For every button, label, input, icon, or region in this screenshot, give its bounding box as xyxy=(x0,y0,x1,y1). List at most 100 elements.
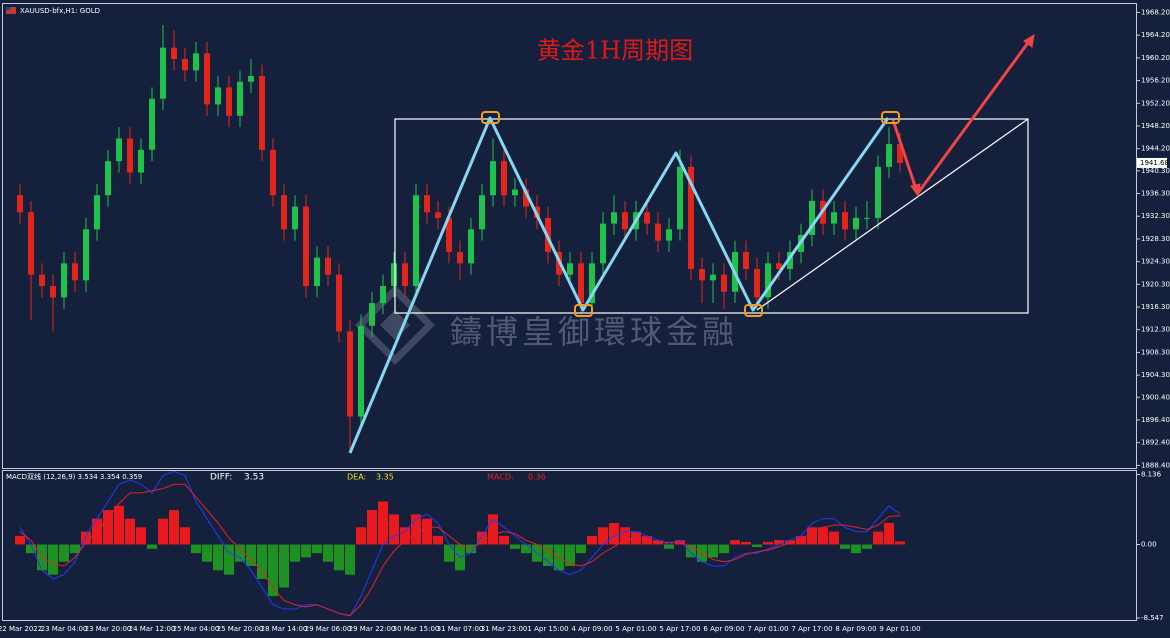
macd-header-value: 0.359 xyxy=(122,473,142,481)
price-tag xyxy=(1137,157,1167,168)
macd-bar xyxy=(741,541,751,545)
candle-body xyxy=(644,212,650,224)
candle-body xyxy=(281,195,287,230)
drawings xyxy=(348,34,1035,454)
dea-line xyxy=(19,483,901,617)
candle-body xyxy=(699,269,705,281)
x-tick-label: 23 Mar 04:00 xyxy=(41,625,88,633)
forecast-down xyxy=(891,119,919,193)
candle-body xyxy=(897,144,903,163)
x-tick-label: 25 Mar 20:00 xyxy=(217,625,264,633)
y-tick-label: 1920.30 xyxy=(1141,280,1170,288)
y-tick-label: 1952.20 xyxy=(1141,99,1170,107)
macd-bar xyxy=(378,501,388,545)
y-tick-label: 0.00 xyxy=(1141,541,1157,549)
macd-bar xyxy=(752,544,762,548)
macd-bar xyxy=(411,514,421,545)
macd-bar xyxy=(26,544,36,554)
macd-bar xyxy=(708,544,718,558)
candle-body xyxy=(171,47,177,60)
candle-body xyxy=(765,263,771,298)
candle-body xyxy=(611,212,617,224)
candle-body xyxy=(204,53,210,105)
macd-bar xyxy=(488,514,498,545)
pivot-marker xyxy=(744,304,763,317)
symbol-label: XAUUSD-bfx,H1: GOLD xyxy=(20,7,100,15)
candle-body xyxy=(138,149,144,173)
macd-bar xyxy=(873,531,883,545)
macd-bar xyxy=(147,544,157,549)
candle-body xyxy=(655,223,661,241)
y-tick-label: 1936.30 xyxy=(1141,190,1170,198)
candle-body xyxy=(61,263,67,298)
macd-bar xyxy=(356,527,366,545)
macd-header-value: 3.354 xyxy=(100,473,121,481)
macd-bar xyxy=(774,540,784,545)
x-tick-label: 29 Mar 22:00 xyxy=(349,625,396,633)
macd-bar xyxy=(191,544,201,554)
macd-bar xyxy=(48,544,58,575)
candle-body xyxy=(347,331,353,417)
x-tick-label: 22 Mar 2022 xyxy=(0,625,42,633)
macd-bar xyxy=(719,544,729,554)
watermark: 鑄博皇御環球金融 xyxy=(450,313,738,351)
x-tick-label: 1 Apr 15:00 xyxy=(527,625,568,633)
macd-bar xyxy=(70,544,80,554)
candle-body xyxy=(457,251,463,264)
dea-label: DEA: xyxy=(347,473,366,482)
forecast-up xyxy=(916,39,1032,194)
macd-bar xyxy=(246,544,256,567)
candle-body xyxy=(523,189,529,207)
y-tick-label: 1968.20 xyxy=(1141,8,1170,16)
macd-bar xyxy=(389,514,399,545)
candle-body xyxy=(622,212,628,230)
main-panel xyxy=(2,3,1137,469)
y-tick-label: 1960.20 xyxy=(1141,54,1170,62)
y-tick-label: 1944.20 xyxy=(1141,145,1170,153)
y-tick-label: 1912.30 xyxy=(1141,326,1170,334)
candle-body xyxy=(743,251,749,270)
candle-body xyxy=(39,274,45,287)
macd-bar xyxy=(840,544,850,549)
candle-body xyxy=(435,212,441,218)
chart-title: 黄金1H周期图 xyxy=(537,37,693,65)
candle-body xyxy=(369,303,375,326)
candle-body xyxy=(424,195,430,213)
macd-bar xyxy=(609,522,619,545)
candle-body xyxy=(358,325,364,417)
macd-bar xyxy=(400,527,410,545)
candle-body xyxy=(688,166,694,270)
macd-bar xyxy=(345,544,355,575)
macd-bar xyxy=(862,544,872,549)
candle-body xyxy=(314,257,320,287)
pivot-marker xyxy=(574,304,593,317)
y-tick-label: 1904.30 xyxy=(1141,371,1170,379)
x-tick-label: 7 Apr 01:00 xyxy=(747,625,788,633)
macd-bar xyxy=(59,544,69,562)
candle-body xyxy=(446,217,452,252)
candle-body xyxy=(501,161,507,196)
y-tick-label: 1932.30 xyxy=(1141,212,1170,220)
y-tick-label: 8.136 xyxy=(1141,470,1162,478)
macd-bar xyxy=(224,544,234,575)
arrow-head xyxy=(1023,34,1035,48)
macd-bar xyxy=(884,522,894,545)
price-tag-label: 1941.68 xyxy=(1140,159,1169,167)
candle-body xyxy=(259,76,265,150)
macd-bar xyxy=(202,544,212,562)
candle-body xyxy=(490,161,496,196)
macd-bar xyxy=(851,544,861,554)
x-tick-label: 24 Mar 12:00 xyxy=(129,625,176,633)
macd-bar xyxy=(136,527,146,545)
candle-body xyxy=(248,76,254,82)
x-tick-label: 7 Apr 17:00 xyxy=(791,625,832,633)
x-tick-label: 6 Apr 09:00 xyxy=(703,625,744,633)
candle-body xyxy=(270,149,276,196)
macd-bar xyxy=(576,544,586,554)
y-tick-label: 1964.20 xyxy=(1141,31,1170,39)
candle-body xyxy=(303,206,309,287)
candle-body xyxy=(710,274,716,281)
macd-bar xyxy=(422,518,432,545)
pivot-marker xyxy=(881,111,900,124)
